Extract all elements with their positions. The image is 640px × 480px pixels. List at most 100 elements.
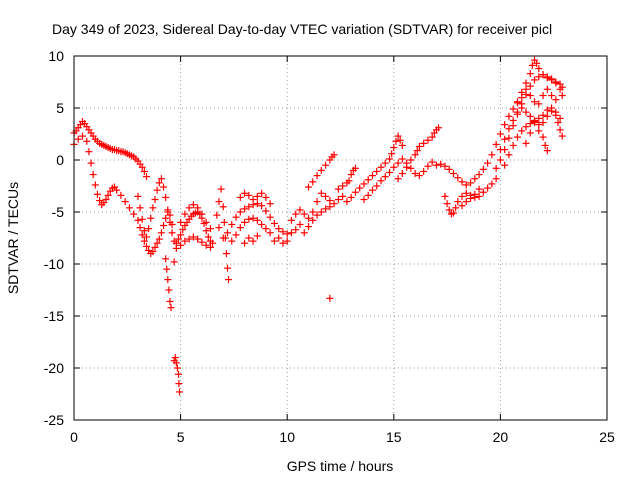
- data-point: [513, 108, 521, 116]
- data-point: [155, 235, 163, 243]
- data-point: [326, 197, 334, 205]
- data-point: [245, 191, 253, 199]
- data-point: [467, 194, 475, 202]
- data-point: [411, 151, 419, 159]
- data-point: [452, 204, 460, 212]
- data-point: [558, 132, 566, 140]
- data-point: [313, 198, 321, 206]
- data-point: [505, 112, 513, 120]
- data-point: [345, 177, 353, 185]
- data-point: [388, 150, 396, 158]
- data-point: [509, 116, 517, 124]
- data-point: [87, 159, 95, 167]
- data-point: [543, 85, 551, 93]
- data-point: [381, 173, 389, 181]
- data-point: [179, 226, 187, 234]
- data-point: [330, 151, 338, 159]
- data-point: [204, 233, 212, 241]
- data-point: [236, 193, 244, 201]
- data-point: [479, 188, 487, 196]
- data-point: [162, 193, 170, 201]
- data-point: [117, 191, 125, 199]
- data-point: [531, 76, 539, 84]
- data-point: [407, 156, 415, 164]
- data-point: [125, 204, 133, 212]
- data-point: [526, 112, 534, 120]
- x-tick-label: 5: [177, 429, 185, 445]
- data-point: [189, 233, 197, 241]
- data-point: [313, 172, 321, 180]
- data-point: [275, 234, 283, 242]
- data-point: [552, 79, 560, 87]
- data-point: [518, 104, 526, 112]
- data-point: [364, 191, 372, 199]
- data-point: [147, 214, 155, 222]
- data-point: [258, 220, 266, 228]
- data-point: [441, 192, 449, 200]
- axis-ticks: 0 5 10 15 20 25 -25 -20 -15 -10 -5 0 5 10: [44, 48, 615, 445]
- data-point: [171, 354, 179, 362]
- data-point: [215, 198, 223, 206]
- x-axis-title: GPS time / hours: [287, 458, 394, 474]
- data-point: [151, 196, 159, 204]
- data-point: [392, 137, 400, 145]
- data-point: [202, 218, 210, 226]
- data-point: [554, 119, 562, 127]
- data-point: [181, 210, 189, 218]
- data-point: [505, 134, 513, 142]
- data-point: [488, 180, 496, 188]
- data-point: [166, 211, 174, 219]
- data-point: [313, 211, 321, 219]
- data-point: [479, 165, 487, 173]
- data-point: [217, 185, 225, 193]
- data-point: [300, 210, 308, 218]
- data-point: [535, 114, 543, 122]
- data-point: [501, 135, 509, 143]
- data-point: [232, 231, 240, 239]
- data-point: [377, 177, 385, 185]
- data-point: [435, 124, 443, 132]
- data-point: [232, 213, 240, 221]
- data-point: [164, 206, 172, 214]
- data-point: [543, 147, 551, 155]
- data-point: [368, 186, 376, 194]
- data-point: [222, 250, 230, 258]
- data-point: [492, 175, 500, 183]
- data-point: [174, 235, 182, 243]
- data-point: [377, 163, 385, 171]
- data-point: [526, 82, 534, 90]
- data-point: [173, 364, 181, 372]
- data-point: [428, 133, 436, 141]
- data-point: [134, 192, 142, 200]
- data-point: [194, 204, 202, 212]
- data-point: [386, 168, 394, 176]
- data-point: [151, 243, 159, 251]
- data-point: [91, 181, 99, 189]
- data-point: [194, 235, 202, 243]
- data-point: [471, 190, 479, 198]
- data-point: [420, 139, 428, 147]
- data-point: [317, 189, 325, 197]
- data-point: [505, 125, 513, 133]
- data-point: [96, 197, 104, 205]
- data-point: [249, 237, 257, 245]
- data-point: [513, 133, 521, 141]
- data-point: [360, 180, 368, 188]
- data-point: [283, 237, 291, 245]
- data-point: [140, 227, 148, 235]
- data-point: [157, 229, 165, 237]
- data-point: [142, 173, 150, 181]
- data-point: [166, 297, 174, 305]
- data-point: [149, 204, 157, 212]
- data-point: [253, 200, 261, 208]
- data-point: [176, 388, 184, 396]
- data-point: [287, 216, 295, 224]
- data-point: [253, 232, 261, 240]
- data-point: [454, 198, 462, 206]
- data-point: [543, 112, 551, 120]
- data-point: [309, 178, 317, 186]
- data-point: [317, 166, 325, 174]
- data-point: [390, 144, 398, 152]
- data-point: [522, 108, 530, 116]
- data-point: [496, 146, 504, 154]
